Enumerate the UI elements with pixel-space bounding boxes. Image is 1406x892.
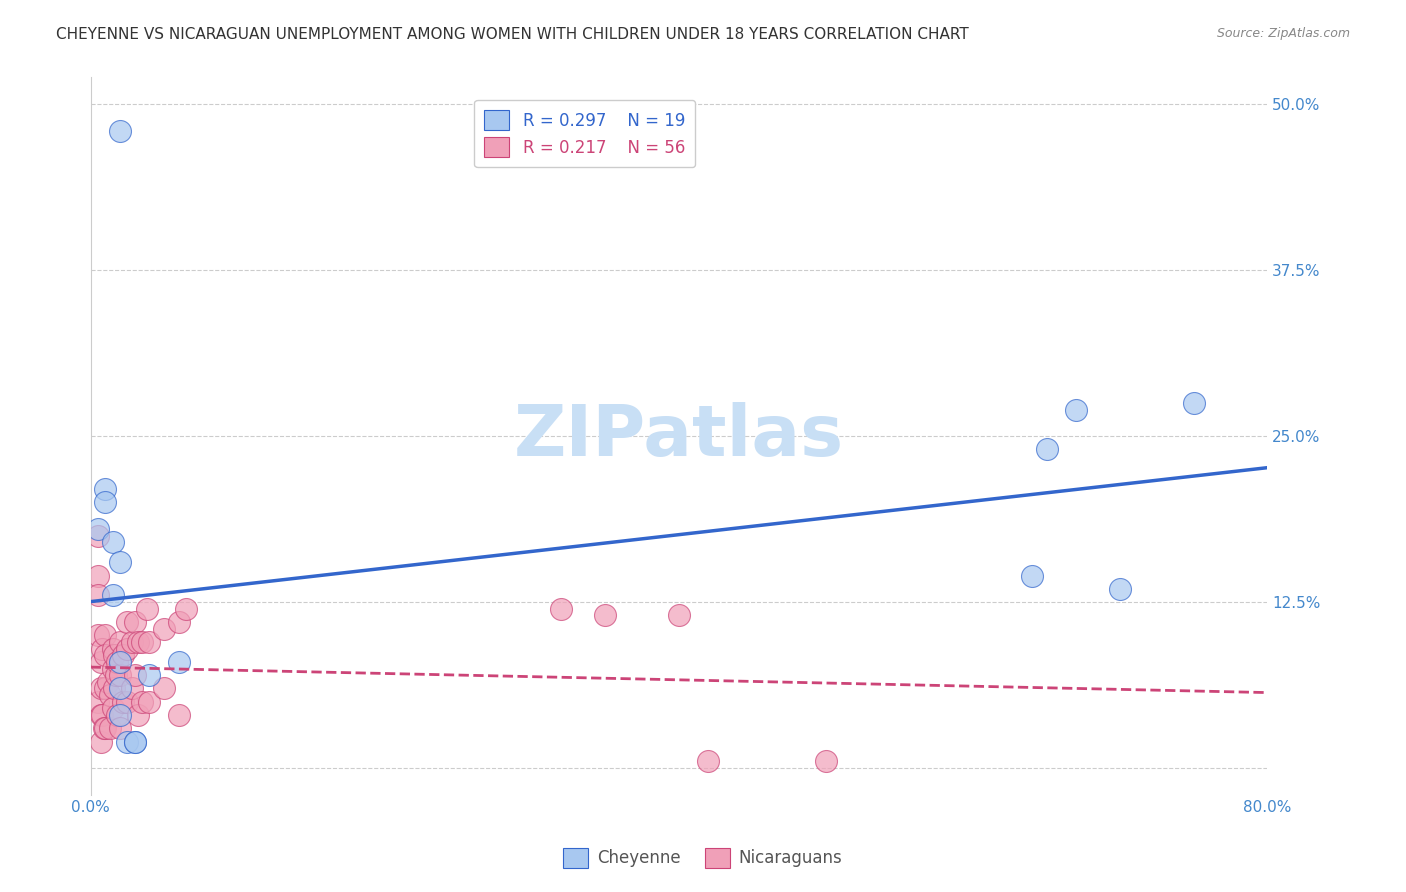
Point [93, 721, 115, 735]
Point [124, 734, 146, 748]
Point [127, 635, 149, 649]
Point [117, 615, 139, 629]
Point [167, 615, 190, 629]
Point [815, 755, 838, 769]
Point [121, 681, 143, 696]
Point [138, 635, 160, 649]
Point [108, 655, 131, 669]
Point [108, 635, 131, 649]
Point [1035, 442, 1057, 457]
Point [135, 601, 157, 615]
Point [131, 635, 153, 649]
Point [668, 608, 690, 623]
Text: ZIPatlas: ZIPatlas [515, 401, 844, 471]
Point [1109, 582, 1132, 596]
Point [103, 648, 125, 663]
Point [87, 568, 110, 582]
Point [550, 601, 572, 615]
Point [167, 655, 190, 669]
Point [108, 555, 131, 569]
Point [108, 668, 131, 682]
Point [101, 535, 124, 549]
Point [87, 529, 110, 543]
Point [117, 695, 139, 709]
Point [167, 708, 190, 723]
Point [97, 674, 120, 689]
Point [101, 641, 124, 656]
Point [101, 661, 124, 675]
Point [87, 522, 110, 536]
Point [87, 589, 110, 603]
Legend: Cheyenne, Nicaraguans: Cheyenne, Nicaraguans [557, 841, 849, 875]
Point [108, 708, 131, 723]
Point [90, 734, 112, 748]
Point [94, 721, 117, 735]
Point [90, 655, 112, 669]
Point [1182, 396, 1205, 410]
Point [87, 628, 110, 642]
Point [87, 695, 110, 709]
Point [117, 641, 139, 656]
Legend: R = 0.297    N = 19, R = 0.217    N = 56: R = 0.297 N = 19, R = 0.217 N = 56 [474, 100, 695, 168]
Point [90, 708, 112, 723]
Point [101, 701, 124, 715]
Point [94, 495, 117, 509]
Point [108, 721, 131, 735]
Point [127, 708, 149, 723]
Text: CHEYENNE VS NICARAGUAN UNEMPLOYMENT AMONG WOMEN WITH CHILDREN UNDER 18 YEARS COR: CHEYENNE VS NICARAGUAN UNEMPLOYMENT AMON… [56, 27, 969, 42]
Point [124, 668, 146, 682]
Point [111, 695, 134, 709]
Point [91, 641, 114, 656]
Point [153, 622, 176, 636]
Point [1064, 402, 1087, 417]
Point [108, 681, 131, 696]
Point [94, 681, 117, 696]
Point [121, 635, 143, 649]
Point [101, 589, 124, 603]
Point [108, 123, 131, 137]
Point [117, 734, 139, 748]
Point [90, 681, 112, 696]
Point [131, 695, 153, 709]
Point [697, 755, 720, 769]
Text: Source: ZipAtlas.com: Source: ZipAtlas.com [1216, 27, 1350, 40]
Point [595, 608, 617, 623]
Point [104, 668, 127, 682]
Point [124, 615, 146, 629]
Point [98, 721, 121, 735]
Point [174, 601, 197, 615]
Point [94, 648, 117, 663]
Point [138, 695, 160, 709]
Point [124, 734, 146, 748]
Point [94, 482, 117, 496]
Point [103, 681, 125, 696]
Point [94, 628, 117, 642]
Point [105, 655, 128, 669]
Point [1021, 568, 1043, 582]
Point [111, 648, 134, 663]
Point [98, 688, 121, 702]
Point [105, 708, 128, 723]
Point [153, 681, 176, 696]
Point [138, 668, 160, 682]
Point [91, 708, 114, 723]
